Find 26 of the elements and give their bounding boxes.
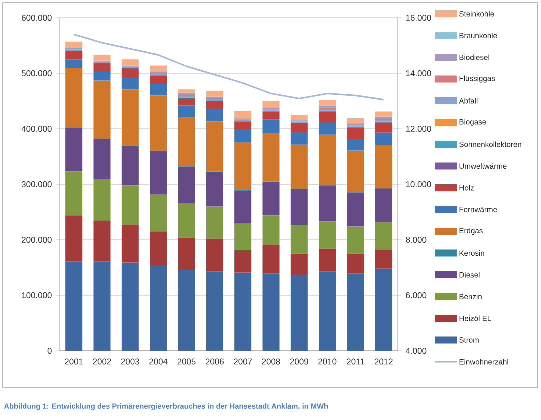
x-tick-label: 2011: [347, 358, 364, 365]
y-tick-label: 100.000: [22, 292, 52, 298]
y2-tick-label: 12.000: [406, 126, 432, 132]
x-tick-label: 2010: [318, 358, 337, 365]
y2-tick-label: 10.000: [406, 182, 432, 188]
y-tick-label: 300.000: [22, 182, 52, 188]
y-tick-label: 600.000: [22, 15, 52, 21]
y2-tick-label: 16.000: [406, 15, 432, 21]
x-tick-label: 2008: [262, 358, 280, 365]
x-tick-label: 2003: [121, 358, 140, 365]
x-tick-label: 2005: [178, 358, 196, 365]
x-tick-label: 2007: [234, 358, 252, 365]
y-tick-label: 0: [48, 348, 52, 354]
x-tick-label: 2001: [65, 358, 84, 365]
y-tick-label: 400.000: [22, 126, 52, 132]
x-tick-label: 2006: [206, 358, 224, 365]
y2-tick-label: 14.000: [406, 70, 432, 76]
y2-tick-label: 8.000: [406, 237, 427, 243]
y2-tick-label: 4.000: [406, 348, 427, 354]
x-tick-label: 2004: [150, 358, 168, 365]
x-tick-label: 2009: [290, 358, 308, 365]
y-tick-label: 200.000: [22, 237, 52, 243]
y-tick-label: 500.000: [22, 70, 52, 76]
x-tick-label: 2012: [374, 358, 393, 365]
y2-tick-label: 6.000: [406, 292, 427, 298]
x-tick-label: 2002: [93, 358, 112, 365]
